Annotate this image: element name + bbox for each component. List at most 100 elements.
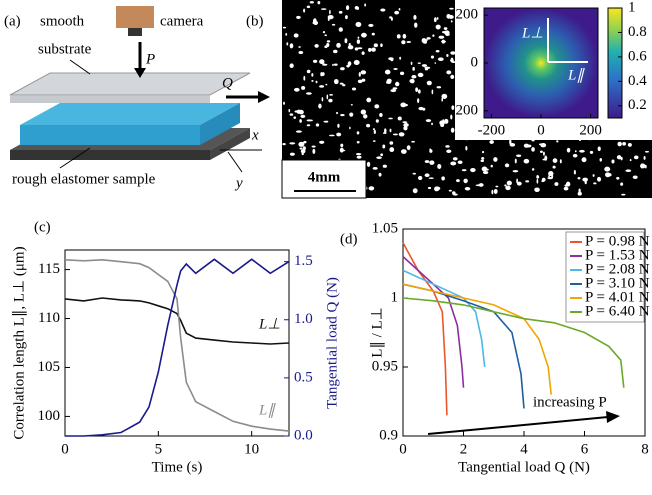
speckle bbox=[340, 143, 344, 148]
x-tick-label: 10 bbox=[244, 441, 259, 457]
speckle bbox=[621, 193, 626, 196]
y-tick-label: 1 bbox=[391, 289, 399, 305]
speckle bbox=[311, 79, 314, 82]
speckle bbox=[384, 69, 391, 75]
speckle bbox=[325, 120, 329, 123]
scale-bar-label: 4mm bbox=[308, 169, 341, 185]
speckle bbox=[399, 56, 402, 60]
speckle bbox=[373, 43, 379, 48]
speckle bbox=[451, 61, 456, 63]
speckle bbox=[552, 158, 558, 163]
arrow-head bbox=[606, 411, 620, 423]
speckle bbox=[331, 23, 336, 26]
speckle bbox=[319, 59, 325, 65]
speckle bbox=[298, 50, 304, 55]
y2-tick-label: 1.0 bbox=[294, 311, 313, 327]
speckle bbox=[345, 5, 350, 11]
speckle bbox=[552, 165, 556, 169]
speckle bbox=[356, 6, 360, 11]
speckle bbox=[629, 159, 632, 162]
speckle bbox=[480, 159, 485, 163]
speckle bbox=[376, 156, 382, 160]
speckle bbox=[283, 101, 285, 105]
speckle bbox=[285, 33, 288, 36]
speckle bbox=[441, 97, 444, 102]
panel-label: (b) bbox=[246, 13, 264, 29]
series-line bbox=[402, 283, 525, 409]
speckle bbox=[421, 64, 428, 67]
speckle bbox=[401, 40, 406, 45]
speckle bbox=[438, 35, 445, 39]
speckle bbox=[525, 180, 530, 183]
speckle bbox=[380, 153, 384, 157]
speckle bbox=[398, 7, 401, 11]
speckle bbox=[380, 8, 386, 12]
legend-entry: P = 3.10 N bbox=[585, 275, 650, 291]
colorbar-label: 0.4 bbox=[628, 73, 647, 89]
speckle bbox=[372, 166, 378, 170]
legend-entry: P = 0.98 N bbox=[585, 233, 650, 249]
speckle bbox=[617, 141, 622, 147]
speckle bbox=[573, 169, 576, 175]
panel-label: (d) bbox=[340, 231, 358, 247]
sample-side bbox=[200, 103, 240, 145]
speckle bbox=[390, 89, 397, 93]
speckle bbox=[361, 78, 366, 82]
speckle bbox=[298, 141, 305, 147]
y-tick-label: 1.05 bbox=[372, 220, 398, 236]
series-line bbox=[402, 242, 448, 416]
x-tick-label: 200 bbox=[579, 122, 602, 138]
speckle bbox=[504, 163, 510, 168]
speckle bbox=[366, 97, 372, 103]
speckle bbox=[597, 146, 601, 152]
speckle bbox=[577, 191, 582, 196]
speckle bbox=[322, 31, 326, 34]
speckle bbox=[289, 142, 296, 145]
speckle bbox=[392, 133, 398, 136]
speckle bbox=[333, 78, 339, 85]
speckle bbox=[482, 170, 489, 175]
speckle bbox=[436, 86, 442, 89]
speckle bbox=[400, 102, 407, 108]
speckle bbox=[627, 143, 632, 147]
inset-label: L⊥ bbox=[521, 25, 543, 41]
speckle bbox=[456, 179, 460, 183]
speckle bbox=[368, 186, 375, 191]
speckle bbox=[426, 38, 428, 42]
y2-axis-label: Tangential load Q (N) bbox=[324, 277, 340, 409]
speckle bbox=[431, 122, 433, 126]
speckle bbox=[538, 143, 544, 146]
speckle bbox=[643, 155, 646, 160]
label: y bbox=[234, 175, 243, 191]
speckle bbox=[581, 157, 587, 163]
y2-tick-label: 0.5 bbox=[294, 369, 313, 385]
speckle bbox=[644, 164, 647, 169]
speckle bbox=[319, 140, 325, 144]
speckle bbox=[395, 81, 400, 87]
x-tick-label: 0 bbox=[399, 441, 407, 457]
speckle bbox=[379, 112, 383, 118]
speckle bbox=[599, 157, 603, 162]
speckle bbox=[324, 45, 328, 49]
speckle bbox=[396, 34, 401, 39]
speckle bbox=[299, 147, 303, 150]
speckle bbox=[296, 109, 302, 114]
speckle bbox=[616, 176, 620, 180]
speckle bbox=[430, 55, 435, 59]
speckle bbox=[347, 45, 354, 50]
speckle bbox=[322, 63, 328, 66]
speckle bbox=[329, 94, 334, 96]
speckle bbox=[346, 64, 350, 68]
speckle bbox=[309, 1, 314, 4]
speckle bbox=[437, 57, 444, 62]
colorbar-label: 0.2 bbox=[628, 97, 647, 113]
speckle bbox=[382, 144, 386, 149]
speckle bbox=[574, 150, 577, 153]
speckle bbox=[373, 129, 376, 135]
speckle bbox=[563, 186, 569, 191]
speckle bbox=[403, 125, 408, 131]
series-line bbox=[402, 256, 465, 388]
series-line bbox=[64, 258, 290, 432]
colorbar bbox=[607, 7, 623, 119]
x-tick-label: 2 bbox=[460, 441, 468, 457]
